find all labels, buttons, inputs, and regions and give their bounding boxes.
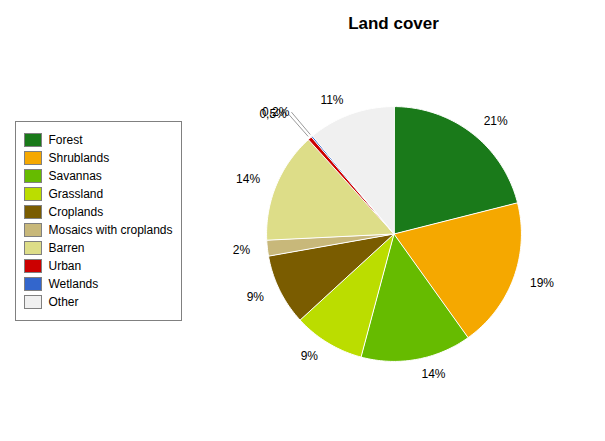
svg-text:14%: 14% (421, 367, 445, 381)
svg-text:21%: 21% (484, 114, 508, 128)
html-text:Land cover: Land cover (348, 14, 439, 33)
svg-text:9%: 9% (247, 290, 265, 304)
html-text:Wetlands: Wetlands (48, 276, 99, 291)
html-text:Grassland: Grassland (48, 186, 104, 201)
html-text:Urban: Urban (48, 258, 82, 273)
svg-text:0,2%: 0,2% (262, 105, 290, 119)
html-text:Savannas: Savannas (48, 168, 102, 183)
html-text:Croplands: Croplands (48, 204, 104, 219)
html-text:Forest: Forest (48, 132, 83, 147)
svg-text:2%: 2% (233, 243, 251, 257)
html-text:Mosaics with croplands: Mosaics with croplands (48, 222, 173, 237)
html-text:Barren: Barren (48, 240, 85, 255)
html-text:Shrublands: Shrublands (48, 150, 110, 165)
html-text:Other: Other (48, 294, 79, 309)
svg-text:9%: 9% (301, 349, 319, 363)
svg-text:19%: 19% (530, 276, 554, 290)
svg-text:11%: 11% (320, 93, 343, 107)
svg-text:14%: 14% (236, 172, 260, 186)
